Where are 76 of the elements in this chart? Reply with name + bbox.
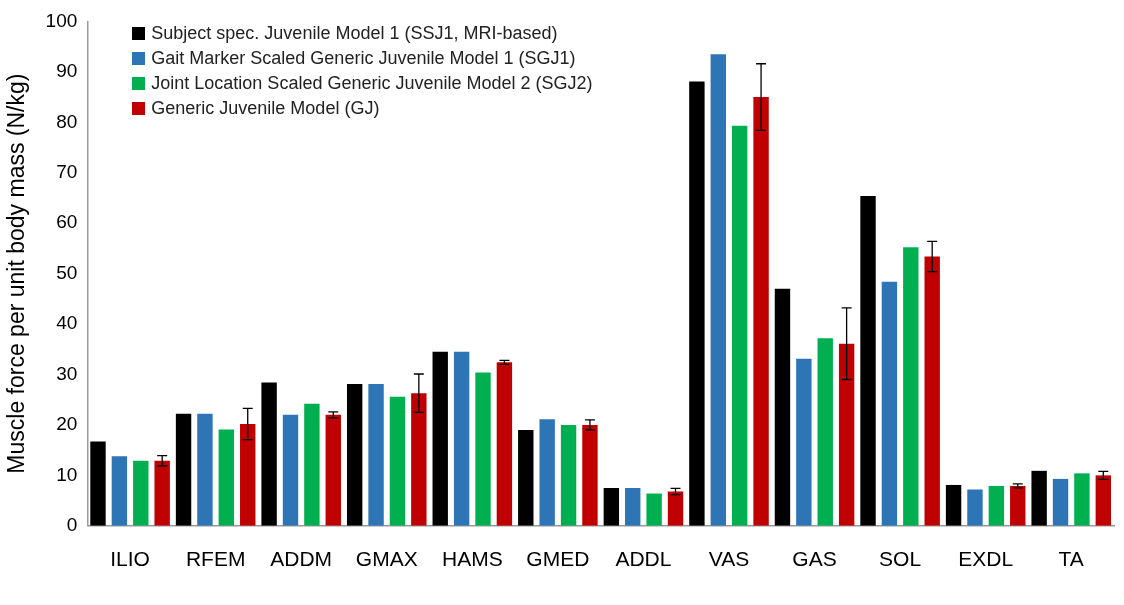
x-tick-label: EXDL xyxy=(958,547,1014,571)
bar xyxy=(304,403,320,526)
bar xyxy=(133,460,149,526)
bar xyxy=(774,288,791,526)
bar xyxy=(646,493,662,526)
bar xyxy=(539,419,555,526)
bar xyxy=(240,423,256,526)
bar xyxy=(731,125,748,526)
bar xyxy=(689,81,705,526)
bar xyxy=(667,491,684,526)
bar xyxy=(518,429,534,526)
bar xyxy=(903,247,919,526)
bar xyxy=(197,413,213,526)
bar xyxy=(154,460,170,526)
bar xyxy=(111,456,128,526)
bar xyxy=(625,487,641,526)
bar xyxy=(560,424,577,526)
x-tick-label: GMED xyxy=(526,547,590,571)
bar xyxy=(1052,478,1069,526)
bar xyxy=(1074,473,1090,526)
x-tick-label: SOL xyxy=(879,547,922,571)
y-tick-label: 90 xyxy=(56,60,78,82)
bar xyxy=(988,485,1005,526)
y-tick-label: 30 xyxy=(56,362,78,384)
bar xyxy=(346,384,363,526)
y-tick-label: 70 xyxy=(56,160,78,182)
bar xyxy=(175,413,192,526)
bar xyxy=(261,382,277,526)
bar xyxy=(860,195,876,526)
bar xyxy=(411,393,427,526)
bar xyxy=(603,487,620,526)
x-tick-label: VAS xyxy=(708,547,750,571)
y-tick-label: 0 xyxy=(66,514,78,536)
y-tick-label: 100 xyxy=(45,9,78,31)
bar xyxy=(924,256,940,526)
bar xyxy=(967,489,983,526)
bar xyxy=(368,384,384,526)
x-tick-label: GAS xyxy=(792,547,837,571)
x-tick-label: GMAX xyxy=(355,547,418,571)
x-tick-label: ILIO xyxy=(110,547,150,571)
bar xyxy=(90,441,106,526)
bar xyxy=(710,54,726,526)
bar xyxy=(475,372,491,526)
y-tick-label: 20 xyxy=(56,413,78,435)
y-tick-label: 10 xyxy=(56,463,78,485)
bar xyxy=(218,429,235,526)
bar xyxy=(453,351,470,526)
bar xyxy=(753,97,769,526)
bar xyxy=(282,414,299,526)
bar xyxy=(496,362,513,526)
x-tick-label: HAMS xyxy=(441,547,503,571)
bar xyxy=(432,351,448,526)
legend-label: Gait Marker Scaled Generic Juvenile Model 1 (SGJ1) xyxy=(151,47,576,71)
bar xyxy=(1031,470,1047,526)
bar xyxy=(1010,485,1026,526)
x-tick-label: ADDL xyxy=(615,547,672,571)
bar xyxy=(796,358,812,526)
y-axis-title: Muscle force per unit body mass (N/kg) xyxy=(3,73,30,474)
legend-label: Subject spec. Juvenile Model 1 (SSJ1, MRI-based) xyxy=(151,22,558,46)
bar xyxy=(389,396,406,526)
bar xyxy=(817,338,833,526)
bar xyxy=(881,281,898,526)
x-tick-label: ADDM xyxy=(270,547,333,571)
y-tick-label: 50 xyxy=(56,261,78,283)
x-tick-label: TA xyxy=(1058,547,1084,571)
y-tick-label: 60 xyxy=(56,211,78,233)
y-tick-label: 40 xyxy=(56,312,78,334)
bar xyxy=(582,424,598,526)
bar xyxy=(1095,475,1112,526)
y-tick-label: 80 xyxy=(56,110,78,132)
x-tick-label: RFEM xyxy=(185,547,246,571)
bar xyxy=(838,343,855,526)
legend-label: Joint Location Scaled Generic Juvenile Model 2 (SGJ2) xyxy=(151,72,593,96)
legend-label: Generic Juvenile Model (GJ) xyxy=(151,97,380,121)
bar xyxy=(325,414,341,526)
bar xyxy=(945,484,962,526)
